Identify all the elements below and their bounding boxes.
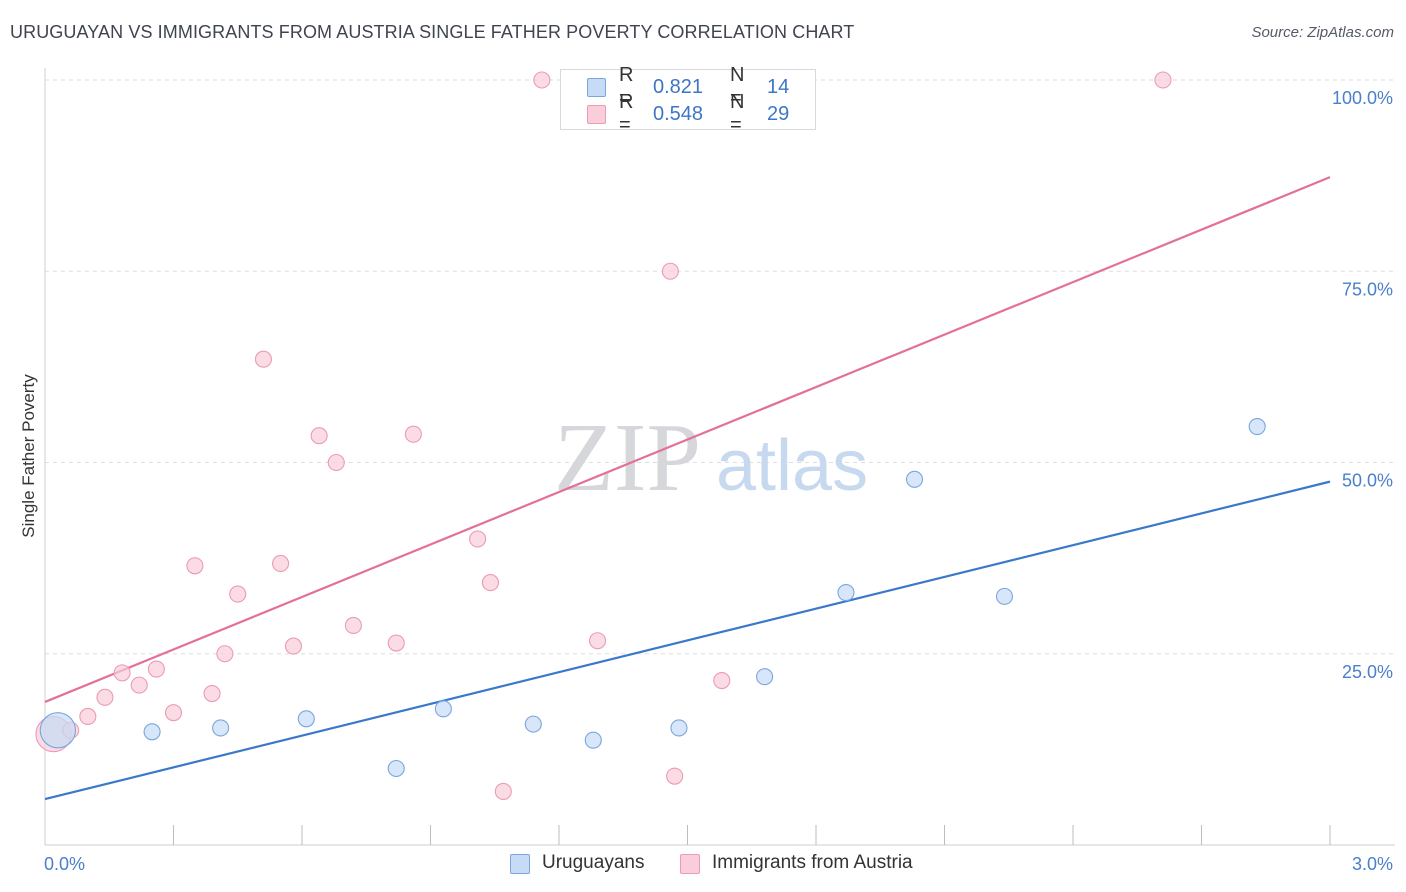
data-point	[387, 759, 405, 778]
data-point	[229, 585, 247, 603]
data-point	[670, 719, 688, 737]
data-point	[837, 583, 855, 602]
source-note: Source: ZipAtlas.com	[1251, 24, 1394, 41]
data-point	[995, 587, 1014, 605]
data-point	[404, 425, 422, 443]
data-point	[297, 710, 315, 728]
chart-title: URUGUAYAN VS IMMIGRANTS FROM AUSTRIA SIN…	[10, 22, 855, 42]
data-point	[666, 767, 684, 785]
data-points	[35, 71, 1266, 801]
series-swatch-blue	[510, 854, 530, 874]
trend-line	[44, 480, 1331, 801]
x-tick-label: 0.0%	[44, 854, 85, 874]
legend-swatch-blue	[587, 77, 606, 97]
data-point	[434, 700, 452, 718]
data-point	[1248, 417, 1266, 436]
data-point	[216, 645, 234, 663]
data-point	[96, 688, 114, 706]
data-point	[756, 668, 774, 686]
watermark: ZIP atlas	[554, 404, 868, 512]
data-point	[713, 671, 731, 690]
watermark-zip: ZIP	[554, 404, 701, 512]
legend-n-value: 29	[767, 102, 790, 125]
legend-n-value: 14	[767, 75, 790, 98]
legend-n-label: N =	[730, 64, 745, 109]
legend-swatch-pink	[587, 104, 606, 124]
data-point	[79, 707, 97, 726]
data-point	[147, 660, 165, 678]
watermark-atlas: atlas	[716, 426, 868, 506]
gridlines	[45, 79, 1395, 655]
y-tick-label: 75.0%	[1342, 279, 1393, 299]
correlation-legend: R = 0.821 N = 14 R = 0.548 N = 29	[560, 64, 816, 136]
trend-line	[44, 176, 1331, 703]
data-point	[186, 557, 204, 575]
data-point	[113, 664, 131, 682]
axes	[44, 68, 1395, 846]
x-tick-labels: 0.0% 3.0%	[44, 854, 1393, 874]
trend-lines	[44, 176, 1331, 801]
y-tick-label: 50.0%	[1342, 471, 1393, 491]
series-swatch-pink	[680, 854, 700, 874]
data-point	[164, 704, 183, 722]
legend-r-label: R =	[619, 91, 634, 136]
data-point	[344, 616, 362, 634]
data-point	[327, 453, 345, 472]
x-tick-label: 3.0%	[1352, 854, 1393, 874]
data-point	[212, 719, 230, 737]
data-point	[203, 684, 221, 703]
data-point	[661, 262, 679, 280]
data-point	[584, 731, 602, 749]
data-point	[284, 637, 302, 655]
data-point	[143, 723, 161, 741]
data-point	[130, 676, 148, 694]
legend-r-value: 0.821	[653, 75, 704, 98]
data-point	[254, 350, 273, 368]
data-point	[481, 574, 500, 592]
data-point	[469, 530, 487, 548]
data-point	[524, 715, 542, 733]
data-point	[39, 712, 77, 749]
series-legend-label: Immigrants from Austria	[712, 852, 913, 873]
data-point	[272, 554, 290, 573]
y-axis-label: Single Father Poverty	[19, 374, 38, 538]
legend-n-label: N =	[730, 91, 745, 136]
data-point	[533, 71, 551, 89]
y-tick-label: 25.0%	[1342, 662, 1393, 682]
data-point	[310, 427, 328, 445]
y-tick-labels: 25.0% 50.0% 75.0% 100.0%	[1332, 88, 1393, 682]
data-point	[1154, 71, 1172, 89]
data-point	[494, 782, 512, 801]
y-tick-label: 100.0%	[1332, 88, 1393, 108]
data-point	[387, 634, 405, 652]
series-legend-label: Uruguayans	[542, 852, 645, 873]
data-point	[905, 470, 924, 488]
legend-r-label: R =	[619, 64, 634, 109]
data-point	[588, 632, 607, 650]
legend-r-value: 0.548	[653, 102, 704, 125]
